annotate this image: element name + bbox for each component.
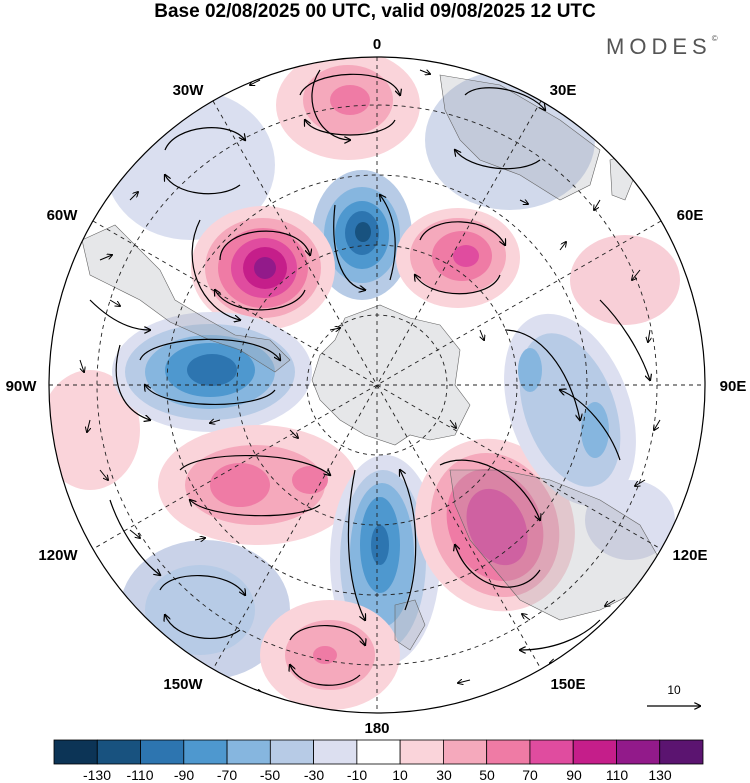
colorbar-label-7: -10 — [346, 767, 368, 783]
colorbar-label-5: -50 — [259, 767, 281, 783]
colorbar-label-1: -130 — [82, 767, 112, 783]
lon-label-90e: 90E — [720, 378, 747, 395]
south-america — [81, 224, 291, 373]
colorbar-label-4: -70 — [216, 767, 238, 783]
reference-vector-label: 10 — [667, 683, 681, 697]
streamlines — [89, 69, 650, 686]
colorbar-swatch-14 — [616, 739, 661, 765]
brand-text: MODES — [606, 34, 712, 59]
colorbar-label-2: -110 — [126, 767, 154, 783]
colorbar-label-10: 50 — [479, 767, 495, 783]
colorbar-label-3: -90 — [173, 767, 195, 783]
modes-logo: MODES© — [606, 34, 718, 60]
lon-label-150e: 150E — [550, 676, 585, 693]
lon-label-180: 180 — [364, 720, 389, 737]
antarctica — [311, 304, 471, 446]
colorbar-swatch-9 — [399, 739, 444, 765]
map-disc — [49, 57, 705, 713]
lon-label-120w: 120W — [38, 547, 78, 564]
lon-label-30w: 30W — [173, 82, 205, 99]
colorbar-swatch-3 — [140, 739, 185, 765]
anomaly-pale-60e — [570, 235, 680, 325]
colorbar-label-14: 130 — [648, 767, 672, 783]
colorbar-swatch-8 — [356, 739, 401, 765]
colorbar-label-12: 90 — [566, 767, 582, 783]
graticule — [49, 57, 705, 713]
colorbar-swatch-7 — [313, 739, 358, 765]
colorbar-swatch-6 — [269, 739, 314, 765]
colorbar-swatch-10 — [442, 739, 488, 765]
map-boundary — [48, 56, 706, 714]
colorbar-swatch-4 — [183, 739, 228, 765]
colorbar-swatch-5 — [226, 739, 271, 765]
colorbar-label-13: 110 — [605, 767, 629, 783]
colorbar-label-11: 70 — [522, 767, 538, 783]
colorbar — [53, 739, 704, 765]
lon-label-90w: 90W — [6, 378, 38, 395]
lon-label-150w: 150W — [163, 676, 203, 693]
colorbar-swatch-1 — [53, 739, 98, 765]
lon-label-60e: 60E — [677, 207, 704, 224]
lon-label-120e: 120E — [672, 547, 707, 564]
colorbar-swatch-2 — [96, 739, 141, 765]
colorbar-label-6: -30 — [303, 767, 325, 783]
colorbar-swatch-13 — [572, 739, 617, 765]
colorbar-label-9: 30 — [436, 767, 452, 783]
colorbar-swatch-15 — [659, 739, 704, 765]
new-zealand — [394, 599, 426, 651]
lon-label-30e: 30E — [550, 82, 577, 99]
australia — [449, 469, 661, 621]
colorbar-swatch-12 — [529, 739, 574, 765]
colorbar-swatch-11 — [486, 739, 531, 765]
lon-label-60w: 60W — [47, 207, 79, 224]
map-title: Base 02/08/2025 00 UTC, valid 09/08/2025… — [154, 1, 596, 22]
copyright-mark: © — [711, 34, 718, 43]
wind-vectors — [79, 70, 661, 693]
lon-label-0: 0 — [373, 36, 381, 53]
colorbar-label-8: 10 — [392, 767, 408, 783]
